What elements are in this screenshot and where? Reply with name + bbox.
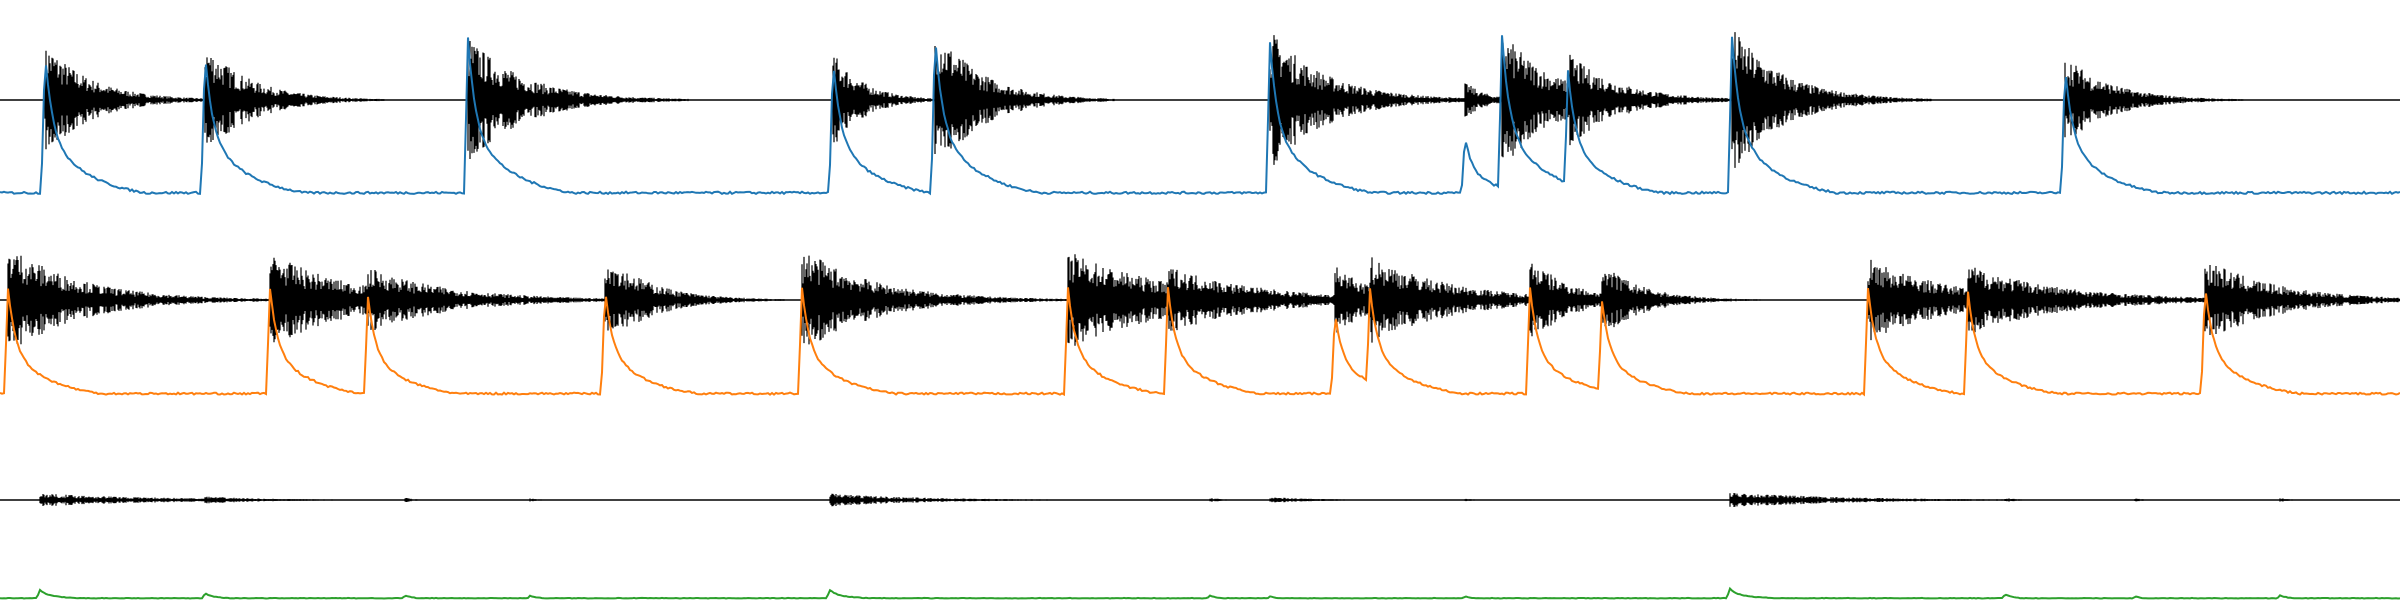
envelope-line-ff7f0e	[0, 287, 2400, 397]
waveform-burst-5	[934, 46, 1115, 154]
waveform-burst-2	[204, 57, 385, 143]
panel-2	[0, 254, 2400, 397]
waveform-burst-8	[1464, 498, 1499, 502]
waveform-burst-5	[829, 493, 1190, 507]
waveform-burst-10	[1731, 32, 1932, 168]
envelope-line-2ca02c	[0, 586, 2400, 600]
panel-1	[0, 32, 2400, 196]
panel-3	[0, 493, 2400, 600]
panels	[0, 32, 2400, 600]
waveform-burst-11	[2064, 62, 2245, 138]
waveform-burst-11	[1601, 272, 1762, 328]
waveform-burst-11	[2134, 498, 2167, 502]
waveform-burst-3	[467, 41, 689, 159]
envelope-line-1f77b4	[0, 35, 2400, 196]
